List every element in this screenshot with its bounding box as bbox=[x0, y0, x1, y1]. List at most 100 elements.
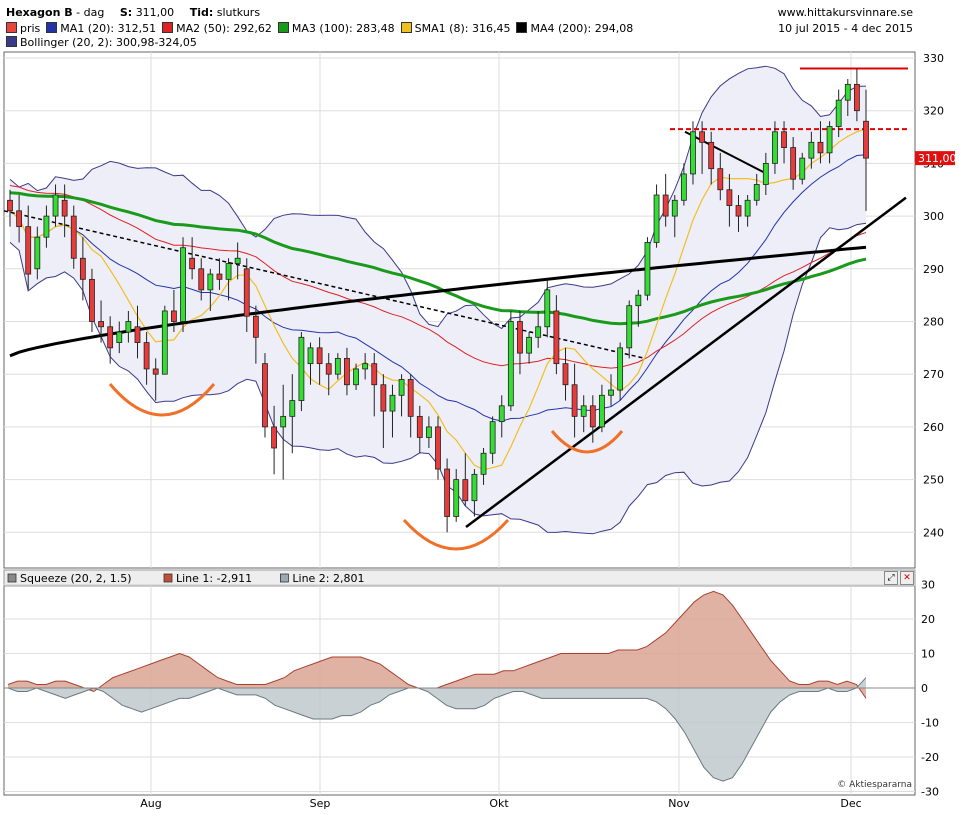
squeeze-legend-bar bbox=[3, 569, 916, 587]
candle-body bbox=[371, 363, 378, 386]
candle-body bbox=[143, 342, 150, 370]
candle-body bbox=[416, 415, 423, 438]
candle-body bbox=[580, 405, 587, 417]
y-tick-label: 10 bbox=[921, 648, 935, 661]
squeeze-line2-line bbox=[7, 677, 867, 782]
candle-body bbox=[626, 305, 633, 349]
legend-label: Bollinger (20, 2): 300,98-324,05 bbox=[20, 36, 197, 49]
x-tick-label: Aug bbox=[140, 797, 161, 810]
candle-body bbox=[189, 257, 196, 270]
candle-body bbox=[717, 168, 724, 191]
candle-body bbox=[690, 131, 696, 175]
candle-body bbox=[89, 278, 95, 322]
legend-swatch bbox=[279, 573, 289, 583]
candle-body bbox=[535, 326, 542, 338]
candle-body bbox=[116, 331, 123, 343]
candle-body bbox=[662, 194, 669, 217]
candle-body bbox=[307, 347, 314, 365]
candle-body bbox=[835, 99, 842, 127]
y-tick-label: 20 bbox=[921, 613, 935, 626]
legend-label: SMA1 (8): 316,45 bbox=[414, 22, 511, 35]
candle-body bbox=[207, 273, 214, 291]
candle-body bbox=[325, 363, 332, 375]
candle-body bbox=[125, 321, 132, 333]
candle-body bbox=[134, 326, 141, 343]
candle-body bbox=[252, 315, 259, 338]
tid-value: slutkurs bbox=[216, 6, 261, 19]
candle-body bbox=[262, 363, 268, 428]
candle-body bbox=[243, 268, 250, 317]
legend-label: Line 1: -2,911 bbox=[176, 572, 252, 585]
candle-body bbox=[498, 405, 505, 423]
x-tick-label: Sep bbox=[310, 797, 331, 810]
candle-body bbox=[753, 184, 760, 201]
legend-swatch bbox=[162, 22, 174, 33]
legend-label: MA1 (20): 312,51 bbox=[60, 22, 157, 35]
y-tick-label: 280 bbox=[923, 316, 944, 329]
s-label: S: bbox=[119, 6, 133, 19]
y-tick-label: 240 bbox=[923, 526, 944, 539]
candle-body bbox=[680, 173, 687, 201]
legend-label: Squeeze (20, 2, 1.5) bbox=[20, 572, 132, 585]
candle-body bbox=[353, 368, 359, 386]
candle-body bbox=[571, 384, 578, 417]
candle-body bbox=[526, 336, 532, 354]
close-icon[interactable]: ✕ bbox=[900, 571, 914, 585]
y-tick-label: 270 bbox=[923, 368, 944, 381]
candle-body bbox=[16, 210, 23, 228]
candle-body bbox=[425, 426, 432, 438]
y-tick-label: 330 bbox=[923, 52, 944, 65]
candle-body bbox=[70, 215, 77, 259]
candle-body bbox=[507, 321, 514, 407]
y-tick-label: -30 bbox=[921, 786, 939, 799]
candle-body bbox=[107, 326, 114, 349]
candle-body bbox=[298, 336, 305, 401]
candle-body bbox=[171, 310, 177, 322]
candle-body bbox=[790, 147, 797, 180]
last-price-badge bbox=[915, 151, 955, 166]
legend-swatch bbox=[163, 573, 173, 583]
candle-body bbox=[316, 347, 323, 365]
candle-body bbox=[517, 321, 523, 354]
bollinger-band-fill bbox=[10, 66, 866, 534]
candle-body bbox=[562, 363, 569, 386]
candle-body bbox=[635, 294, 642, 307]
legend-swatch bbox=[6, 22, 17, 33]
candle-body bbox=[699, 131, 705, 143]
pattern-arc bbox=[550, 430, 624, 454]
candle-body bbox=[280, 415, 287, 428]
candle-body bbox=[234, 257, 241, 264]
legend-swatch bbox=[6, 36, 17, 47]
ma2-line bbox=[9, 185, 867, 369]
ma3-line bbox=[9, 191, 867, 326]
legend-row: Bollinger (20, 2): 300,98-324,05 bbox=[6, 36, 197, 49]
y-tick-label: 30 bbox=[921, 579, 935, 592]
candle-body bbox=[79, 257, 86, 280]
candle-body bbox=[7, 199, 13, 212]
candle-body bbox=[553, 310, 560, 365]
candle-body bbox=[762, 162, 769, 185]
legend-label: MA3 (100): 283,48 bbox=[291, 22, 395, 35]
date-range: 10 jul 2015 - 4 dec 2015 bbox=[778, 22, 913, 35]
candle-body bbox=[289, 400, 296, 417]
candle-body bbox=[152, 368, 159, 375]
tid-label: Tid: bbox=[189, 6, 214, 19]
candle-body bbox=[772, 131, 778, 164]
interval-label: dag bbox=[83, 6, 105, 19]
candle-body bbox=[781, 131, 787, 148]
zoom-icon[interactable]: ⤢ bbox=[884, 571, 898, 585]
candle-body bbox=[599, 394, 605, 428]
legend-swatch bbox=[277, 22, 289, 33]
candle-body bbox=[380, 384, 387, 412]
candle-body bbox=[735, 205, 742, 217]
ma4-line bbox=[9, 245, 867, 358]
bollinger-upper-line bbox=[9, 65, 867, 330]
y-tick-label: 300 bbox=[923, 210, 944, 223]
y-tick-label: -10 bbox=[921, 717, 939, 730]
candle-body bbox=[853, 83, 860, 112]
y-tick-label: 290 bbox=[923, 263, 944, 276]
s-value: 311,00 bbox=[135, 6, 175, 19]
candle-body bbox=[444, 468, 451, 517]
candle-body bbox=[225, 263, 232, 280]
